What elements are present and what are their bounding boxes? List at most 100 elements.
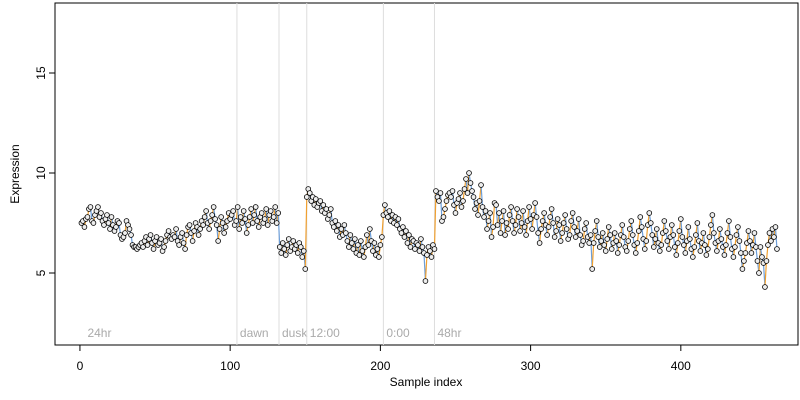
point: [590, 240, 597, 246]
point: [81, 224, 88, 230]
point: [161, 244, 167, 250]
point: [179, 230, 185, 236]
point: [349, 240, 355, 246]
x-tick-label: 300: [521, 359, 541, 373]
segment: [480, 184, 484, 208]
point: [472, 206, 478, 212]
point: [753, 244, 759, 250]
point: [551, 234, 558, 240]
point: [385, 214, 391, 220]
point: [487, 210, 493, 216]
point: [279, 240, 286, 246]
point: [511, 230, 517, 236]
point: [596, 244, 603, 250]
point: [404, 240, 411, 246]
point: [165, 228, 172, 234]
point: [251, 212, 257, 218]
point: [442, 206, 448, 212]
point: [379, 234, 385, 240]
point: [457, 190, 463, 196]
point: [652, 236, 659, 242]
point: [398, 230, 405, 236]
point: [672, 244, 678, 250]
point: [700, 230, 707, 236]
point: [458, 204, 465, 210]
point: [673, 252, 680, 258]
point: [553, 228, 559, 234]
point: [626, 226, 633, 232]
point: [649, 232, 656, 238]
point: [299, 254, 306, 260]
point: [625, 238, 632, 244]
point: [207, 218, 214, 224]
point: [637, 214, 644, 220]
point: [587, 232, 594, 238]
point: [509, 218, 516, 224]
point: [464, 190, 471, 196]
point: [572, 234, 579, 240]
point: [508, 204, 514, 210]
point: [730, 254, 737, 260]
point: [352, 236, 358, 242]
point: [748, 250, 755, 256]
point: [281, 246, 288, 252]
point: [616, 242, 623, 248]
point: [108, 214, 115, 220]
point: [575, 216, 582, 222]
point: [191, 228, 197, 234]
point: [258, 210, 265, 216]
point: [297, 244, 304, 250]
point: [538, 226, 544, 232]
annotation-label: 12:00: [310, 326, 340, 340]
point: [401, 234, 408, 240]
point: [230, 208, 236, 214]
point: [607, 232, 614, 238]
point: [520, 208, 526, 214]
point: [678, 216, 684, 222]
point: [653, 226, 660, 232]
segment: [381, 214, 384, 238]
point: [604, 236, 611, 242]
point: [261, 216, 268, 222]
point: [300, 248, 307, 254]
point: [493, 202, 499, 208]
point: [338, 226, 345, 232]
point: [512, 222, 519, 228]
point: [209, 212, 215, 218]
point: [236, 226, 242, 232]
point: [506, 212, 513, 218]
point: [126, 226, 133, 232]
point: [416, 248, 423, 254]
segment: [696, 222, 700, 242]
point: [278, 250, 285, 256]
point: [407, 244, 414, 250]
segment: [424, 254, 428, 282]
segment: [591, 242, 595, 270]
point: [733, 232, 740, 238]
point: [539, 218, 546, 224]
point: [638, 224, 645, 230]
point: [249, 220, 256, 226]
point: [98, 210, 104, 216]
point: [128, 232, 134, 238]
point: [563, 226, 570, 232]
point: [270, 214, 277, 220]
point: [580, 238, 586, 244]
point: [574, 228, 580, 234]
point: [611, 230, 618, 236]
point: [745, 228, 752, 234]
point: [693, 232, 699, 238]
point: [246, 214, 253, 220]
point: [374, 246, 381, 252]
point: [599, 230, 606, 236]
point: [105, 220, 112, 226]
point: [189, 238, 196, 244]
point: [635, 228, 642, 234]
y-axis-label: Expression: [8, 144, 22, 203]
point: [210, 204, 217, 210]
point: [364, 232, 370, 238]
point: [641, 246, 648, 252]
x-tick-label: 200: [370, 359, 390, 373]
point: [738, 250, 744, 256]
point: [400, 224, 406, 230]
